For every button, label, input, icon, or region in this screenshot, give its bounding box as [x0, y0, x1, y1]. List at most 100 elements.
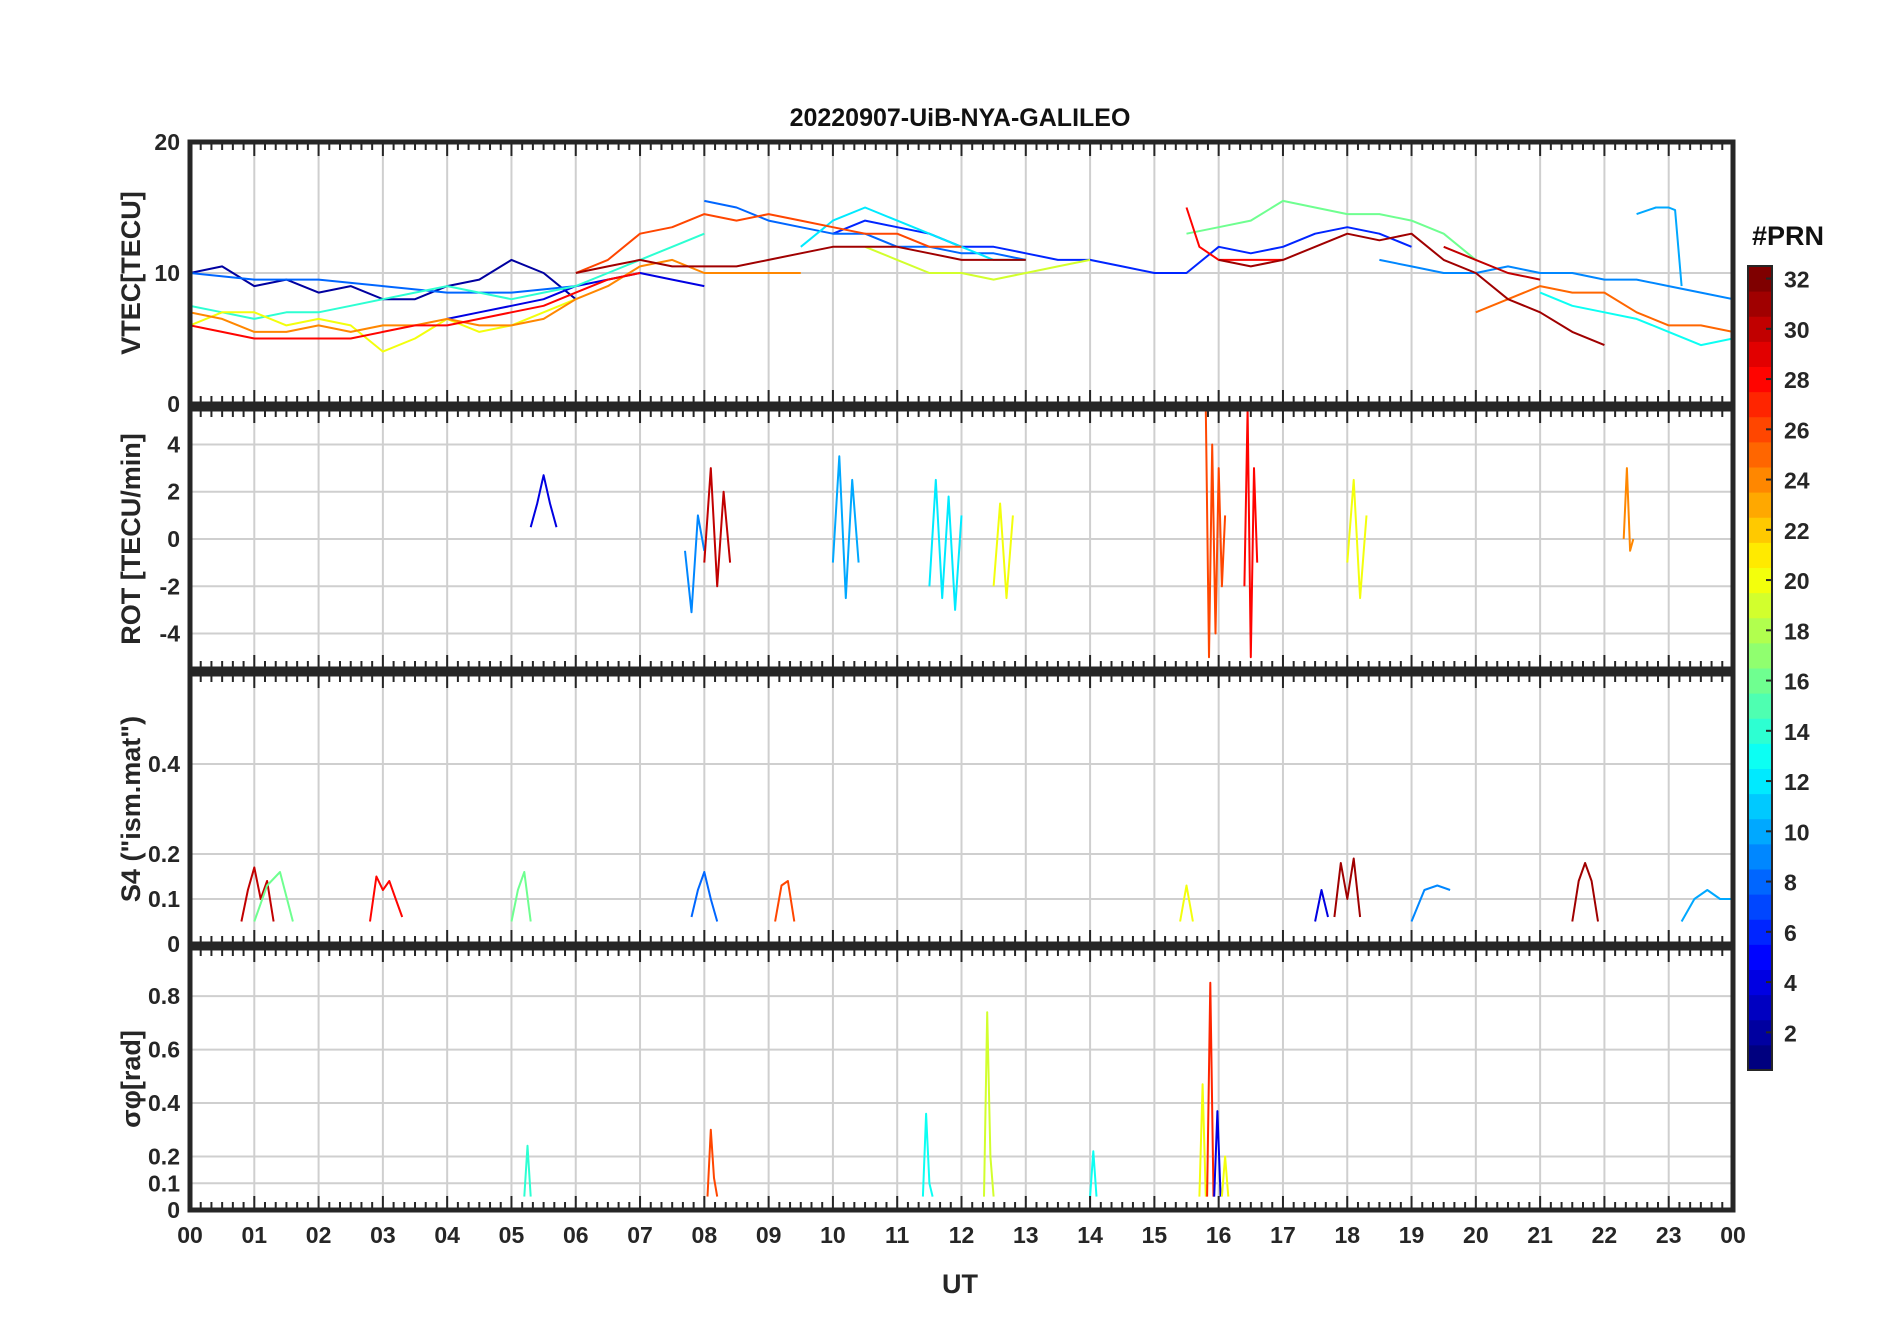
series-prn-14: [190, 232, 705, 320]
colorbar-tick-label: 20: [1784, 568, 1810, 594]
series-prn-13: [921, 1112, 934, 1197]
series-prn-12: [800, 206, 1026, 261]
series-prn-26: [575, 213, 962, 274]
colorbar-segment: [1748, 391, 1772, 418]
colorbar-segment: [1748, 441, 1772, 468]
colorbar-title: #PRN: [1752, 221, 1824, 251]
x-tick-label: 06: [563, 1222, 589, 1248]
series-prn-8: [704, 199, 1027, 261]
x-tick-label: 21: [1527, 1222, 1553, 1248]
colorbar-tick-label: 14: [1784, 719, 1810, 745]
series-prn-25: [1475, 285, 1733, 333]
colorbar-segment: [1748, 843, 1772, 870]
panel-rot-series: [529, 409, 1635, 659]
series-prn-4: [1314, 889, 1329, 922]
colorbar-segment: [1748, 793, 1772, 820]
colorbar-tick-label: 8: [1784, 870, 1797, 896]
y-tick-label: 0.4: [148, 751, 180, 777]
series-prn-13: [1539, 291, 1733, 347]
series-prn-12: [928, 478, 963, 611]
series-prn-30: [240, 866, 275, 922]
series-prn-10: [1680, 889, 1733, 922]
y-tick-label: 0.1: [148, 1170, 180, 1196]
series-prn-31: [1218, 232, 1605, 347]
y-tick-label: 0.2: [148, 841, 180, 867]
colorbar-segment: [1748, 291, 1772, 317]
x-tick-label: 07: [627, 1222, 653, 1248]
x-tick-label: 03: [370, 1222, 396, 1248]
y-tick-label: 20: [154, 129, 180, 155]
y-tick-label: 0.1: [148, 886, 180, 912]
series-prn-13: [1089, 1150, 1098, 1197]
colorbar-tick-label: 10: [1784, 819, 1810, 845]
series-prn-16: [253, 871, 294, 922]
y-tick-label: 0: [167, 526, 180, 552]
x-tick-label: 12: [949, 1222, 975, 1248]
series-layer: [190, 199, 1733, 1197]
series-prn-19: [983, 1011, 995, 1197]
series-prn-20: [1179, 884, 1194, 922]
colorbar-segment: [1748, 944, 1772, 970]
series-prn-10: [831, 455, 860, 600]
colorbar-frame: [1747, 265, 1773, 1071]
x-tick-label: 04: [434, 1222, 460, 1248]
x-tick-label: 23: [1656, 1222, 1682, 1248]
colorbar-tick-label: 4: [1784, 970, 1797, 996]
x-tick-label: 01: [241, 1222, 267, 1248]
x-tick-label: 08: [692, 1222, 718, 1248]
y-tick-label: 10: [154, 260, 180, 286]
figure-title: 20220907-UiB-NYA-GALILEO: [790, 104, 1131, 132]
x-tick-label: 09: [756, 1222, 782, 1248]
y-axis-title: S4 ("ism.mat"): [116, 716, 146, 902]
x-tick-label: 19: [1399, 1222, 1425, 1248]
colorbar-tick-label: 28: [1784, 367, 1810, 393]
x-tick-label: 02: [306, 1222, 332, 1248]
colorbar-tick-label: 30: [1784, 317, 1810, 343]
series-prn-9: [1410, 884, 1451, 922]
x-tick-label: 14: [1077, 1222, 1103, 1248]
series-prn-28: [1185, 207, 1283, 261]
y-tick-label: 0: [167, 931, 180, 957]
series-prn-9: [684, 514, 706, 614]
x-tick-label: 00: [1720, 1222, 1746, 1248]
colorbar-segment: [1748, 894, 1772, 920]
y-tick-label: 0.2: [148, 1144, 180, 1170]
y-tick-label: -4: [160, 621, 181, 647]
colorbar-tick-label: 26: [1784, 417, 1810, 443]
series-prn-20: [1346, 478, 1368, 600]
x-tick-label: 18: [1334, 1222, 1360, 1248]
x-tick-label: 10: [820, 1222, 846, 1248]
series-prn-10: [1636, 206, 1683, 287]
tick-layer: [189, 142, 1734, 1210]
series-prn-31: [575, 245, 1026, 274]
colorbar-tick-label: 22: [1784, 518, 1810, 544]
series-prn-24: [190, 258, 801, 333]
y-axis-title: VTEC[TECU]: [116, 191, 146, 355]
colorbar-segment: [1748, 743, 1772, 769]
colorbar-segment: [1748, 341, 1772, 367]
series-prn-16: [1186, 199, 1477, 261]
series-prn-20: [1198, 1083, 1207, 1197]
y-tick-label: 0.8: [148, 983, 180, 1009]
series-prn-20: [1220, 1155, 1230, 1197]
series-prn-28: [190, 272, 641, 340]
series-prn-16: [510, 871, 532, 922]
series-prn-4: [529, 474, 558, 528]
panel-s4-series: [240, 857, 1733, 922]
series-prn-26: [1204, 409, 1227, 659]
panel-sigma_phi-series: [523, 981, 1230, 1197]
y-tick-label: 0.4: [148, 1090, 180, 1116]
series-prn-19: [864, 245, 1091, 281]
colorbar-segment: [1748, 542, 1772, 568]
colorbar-segment: [1748, 994, 1772, 1021]
colorbar-segment: [1748, 693, 1772, 719]
y-tick-label: 0: [167, 391, 180, 417]
x-tick-label: 17: [1270, 1222, 1296, 1248]
series-prn-9: [1379, 258, 1733, 301]
x-axis-title: UT: [942, 1269, 978, 1299]
colorbar-segment: [1748, 592, 1772, 619]
y-axis-title: ROT [TECU/min]: [116, 433, 146, 644]
